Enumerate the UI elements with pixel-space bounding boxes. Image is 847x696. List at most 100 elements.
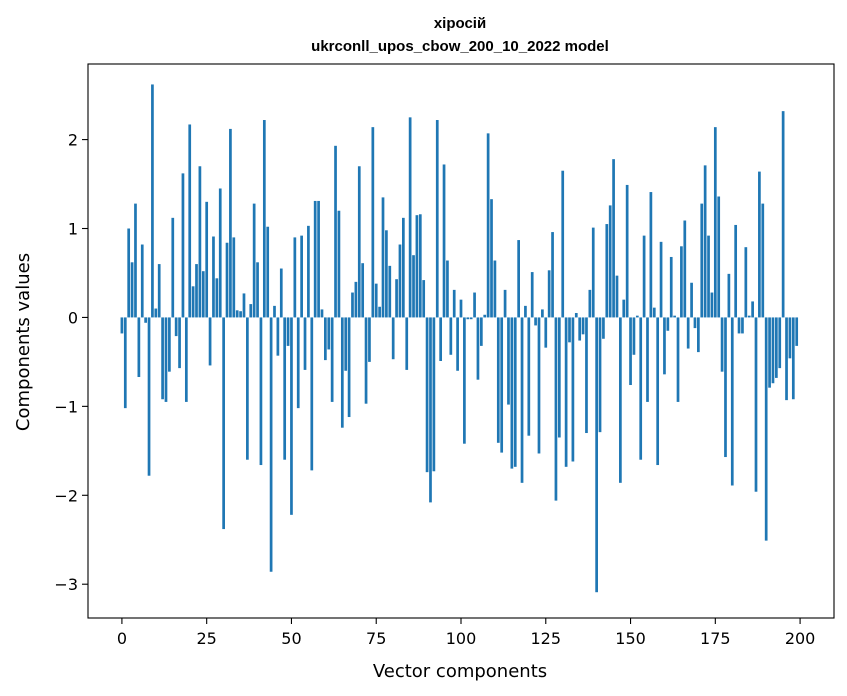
bar bbox=[286, 317, 290, 346]
bar bbox=[758, 171, 761, 318]
bar bbox=[330, 317, 334, 402]
bar bbox=[205, 201, 209, 318]
bar bbox=[791, 317, 795, 400]
bar bbox=[639, 317, 643, 460]
bar bbox=[473, 292, 476, 318]
bar bbox=[398, 244, 402, 318]
bar bbox=[134, 203, 137, 318]
bar bbox=[168, 317, 171, 372]
bar bbox=[154, 308, 158, 318]
bar bbox=[785, 317, 788, 401]
bar bbox=[198, 166, 202, 318]
bar bbox=[340, 317, 344, 428]
bar bbox=[724, 317, 727, 458]
bar bbox=[415, 215, 419, 318]
x-tick-label: 0 bbox=[117, 629, 127, 648]
bar bbox=[262, 120, 266, 318]
bar bbox=[157, 264, 161, 318]
bar bbox=[469, 317, 473, 320]
bar bbox=[463, 317, 466, 444]
bar bbox=[578, 317, 582, 341]
bar bbox=[598, 317, 602, 433]
bar bbox=[622, 299, 626, 318]
bar bbox=[707, 235, 710, 318]
bar bbox=[547, 270, 551, 318]
bar bbox=[761, 203, 765, 318]
bar bbox=[130, 262, 134, 318]
bar bbox=[700, 203, 704, 318]
bar bbox=[151, 84, 154, 318]
bar bbox=[307, 225, 310, 318]
bar bbox=[201, 271, 205, 318]
bar bbox=[507, 317, 510, 405]
bar bbox=[544, 317, 548, 348]
bar bbox=[212, 236, 215, 318]
bar bbox=[239, 311, 242, 318]
bar bbox=[727, 273, 731, 318]
bar bbox=[608, 205, 612, 318]
x-axis-ticks: 0 25 50 75 100 125 150 175 200 bbox=[117, 618, 815, 648]
bar bbox=[683, 220, 687, 318]
plot-area-frame bbox=[87, 63, 835, 619]
bar bbox=[313, 200, 317, 318]
bar bbox=[629, 317, 632, 386]
bar bbox=[632, 317, 636, 355]
bar bbox=[120, 317, 124, 334]
bar bbox=[615, 275, 619, 318]
bar bbox=[741, 317, 744, 334]
bar bbox=[710, 292, 714, 318]
bar bbox=[693, 317, 697, 329]
bar bbox=[137, 317, 141, 378]
bar bbox=[764, 317, 768, 541]
bar bbox=[490, 199, 493, 318]
bar bbox=[300, 235, 303, 318]
bar bbox=[483, 314, 487, 318]
bar bbox=[537, 317, 541, 454]
bar bbox=[218, 188, 222, 318]
bar bbox=[378, 306, 381, 318]
bar bbox=[571, 317, 575, 462]
bar bbox=[425, 317, 429, 473]
bar bbox=[479, 317, 483, 346]
bar bbox=[581, 317, 585, 335]
x-tick-label: 75 bbox=[366, 629, 386, 648]
bar bbox=[795, 317, 799, 346]
bar bbox=[391, 317, 395, 360]
bar bbox=[368, 317, 371, 362]
bar bbox=[181, 173, 185, 318]
bar bbox=[395, 279, 398, 318]
bar bbox=[744, 247, 748, 318]
bar bbox=[520, 317, 524, 483]
bar bbox=[347, 317, 351, 418]
bar bbox=[788, 317, 792, 359]
bar bbox=[429, 317, 432, 503]
bar bbox=[459, 299, 463, 318]
bar bbox=[720, 317, 724, 372]
bar bbox=[778, 317, 782, 369]
bar bbox=[635, 315, 639, 318]
bar bbox=[652, 307, 656, 318]
bar bbox=[588, 289, 592, 318]
bar bbox=[344, 317, 348, 371]
bar bbox=[432, 317, 436, 472]
bar bbox=[642, 235, 646, 318]
bar bbox=[296, 317, 300, 409]
bar bbox=[412, 255, 415, 318]
bar bbox=[775, 317, 778, 378]
bar bbox=[127, 228, 131, 318]
bar bbox=[751, 301, 754, 318]
bar bbox=[334, 145, 337, 318]
bar bbox=[123, 317, 127, 409]
y-tick-label: −2 bbox=[54, 486, 78, 505]
bar bbox=[435, 120, 439, 318]
bar bbox=[476, 317, 480, 380]
y-tick-label: −1 bbox=[54, 397, 78, 416]
x-tick-label: 175 bbox=[700, 629, 731, 648]
bar bbox=[361, 263, 365, 318]
bar bbox=[574, 312, 578, 318]
bar bbox=[161, 317, 164, 400]
bar bbox=[439, 317, 443, 361]
bar bbox=[422, 280, 426, 318]
x-tick-label: 150 bbox=[615, 629, 646, 648]
bar bbox=[517, 240, 520, 318]
